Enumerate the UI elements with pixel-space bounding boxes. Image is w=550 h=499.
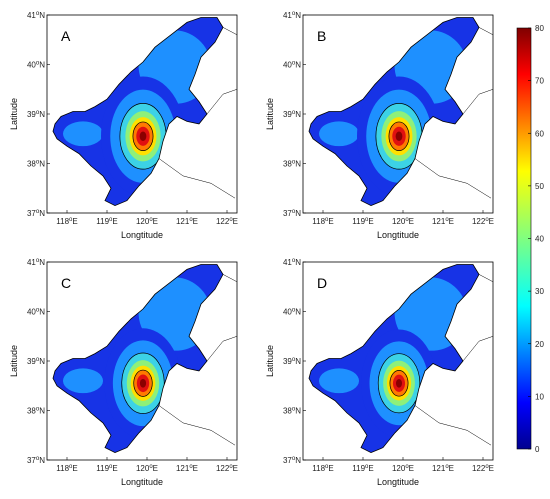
coastline: [52, 264, 224, 454]
field-band: [319, 121, 359, 147]
lon-tick-label: 120oE: [392, 217, 414, 226]
map-panel-c: C 118oE 119oE 120oE 121oE 122oE 37oN 38oN 39oN 40…: [9, 258, 238, 487]
lat-tick-label: 39oN: [27, 110, 45, 119]
lat-tick-label: 40oN: [283, 308, 301, 317]
field-band: [395, 131, 403, 142]
field-band: [319, 368, 359, 394]
lon-tick-label: 122oE: [472, 217, 494, 226]
y-axis-label: Latitude: [9, 345, 19, 377]
lat-tick-label: 39oN: [283, 357, 301, 366]
colorbar-ticks: 0 10 20 30 40 50 60 70 80: [528, 24, 544, 454]
lon-tick-label: 121oE: [432, 217, 454, 226]
land-boundary: [414, 274, 494, 446]
panel-letter: A: [61, 28, 71, 44]
lon-tick-label: 120oE: [136, 464, 158, 473]
colorbar-tick-label: 10: [535, 392, 544, 401]
lon-tick-label: 122oE: [472, 464, 494, 473]
lon-tick-label: 119oE: [352, 464, 373, 473]
colorbar-tick-label: 40: [535, 235, 544, 244]
panel-letter: D: [317, 275, 327, 291]
contour-line: [388, 121, 410, 151]
map-panel-b: B 118oE 119oE 120oE 121oE 122oE 37oN 38oN 39oN 40…: [265, 11, 494, 240]
x-axis-label: Longtitude: [377, 230, 419, 240]
x-axis-label: Longtitude: [121, 230, 163, 240]
lon-tick-label: 120oE: [392, 464, 414, 473]
lon-tick-label: 118oE: [312, 217, 333, 226]
lat-tick-label: 38oN: [283, 160, 301, 169]
colorbar-tick-label: 50: [535, 182, 544, 191]
lon-tick-label: 121oE: [432, 464, 454, 473]
lat-tick-label: 37oN: [27, 456, 45, 465]
lat-tick-label: 38oN: [283, 407, 301, 416]
x-axis-label: Longtitude: [377, 477, 419, 487]
colorbar-tick-label: 0: [535, 445, 540, 454]
lon-tick-label: 118oE: [312, 464, 333, 473]
lon-tick-label: 121oE: [176, 217, 198, 226]
lat-tick-label: 39oN: [27, 357, 45, 366]
lat-tick-label: 38oN: [27, 407, 45, 416]
lon-tick-label: 119oE: [352, 217, 373, 226]
field-band: [63, 121, 103, 147]
field-band: [139, 131, 147, 142]
colorbar-tick-label: 70: [535, 77, 544, 86]
lon-tick-label: 119oE: [96, 217, 117, 226]
lat-tick-label: 37oN: [27, 209, 45, 218]
lat-tick-label: 39oN: [283, 110, 301, 119]
contour-line: [377, 353, 421, 414]
contour-line: [132, 121, 154, 151]
coastline: [308, 264, 480, 454]
field-band: [63, 368, 103, 394]
colorbar-tick-label: 80: [535, 24, 544, 33]
colorbar-tick-label: 60: [535, 129, 544, 138]
lon-tick-label: 118oE: [56, 217, 77, 226]
y-axis-label: Latitude: [265, 98, 275, 130]
lat-tick-label: 41oN: [27, 258, 45, 267]
lat-tick-label: 40oN: [27, 61, 45, 70]
lon-tick-label: 120oE: [136, 217, 158, 226]
panel-letter: B: [317, 28, 326, 44]
lat-tick-label: 40oN: [27, 308, 45, 317]
lon-tick-label: 121oE: [176, 464, 198, 473]
concentration-field: [309, 264, 479, 453]
lon-tick-label: 119oE: [96, 464, 117, 473]
panel-letter: C: [61, 275, 71, 291]
field-band: [139, 378, 147, 388]
coastline: [308, 17, 480, 207]
lat-tick-label: 41oN: [283, 258, 301, 267]
contour-line: [121, 352, 165, 414]
y-axis-label: Latitude: [9, 98, 19, 130]
lon-tick-label: 122oE: [216, 217, 238, 226]
lat-tick-label: 38oN: [27, 160, 45, 169]
colorbar-tick-label: 30: [535, 287, 544, 296]
map-panel-d: D 118oE 119oE 120oE 121oE 122oE 37oN 38oN 39oN 40…: [265, 258, 494, 487]
land-boundary: [158, 27, 238, 199]
x-axis-label: Longtitude: [121, 477, 163, 487]
lat-tick-label: 41oN: [283, 11, 301, 20]
lat-tick-label: 37oN: [283, 209, 301, 218]
coastline: [52, 17, 224, 207]
lat-tick-label: 37oN: [283, 456, 301, 465]
lon-tick-label: 118oE: [56, 464, 77, 473]
lat-tick-label: 41oN: [27, 11, 45, 20]
lon-tick-label: 122oE: [216, 464, 238, 473]
map-panel-a: A 118oE 119oE 120oE 121oE 122oE 37oN 38oN 39oN 40…: [9, 11, 238, 240]
contour-line: [389, 370, 409, 397]
contour-line: [133, 369, 153, 397]
land-boundary: [414, 27, 494, 199]
colorbar-tick-label: 20: [535, 340, 544, 349]
lat-tick-label: 40oN: [283, 61, 301, 70]
y-axis-label: Latitude: [265, 345, 275, 377]
field-band: [395, 378, 403, 388]
land-boundary: [158, 274, 238, 446]
colorbar: 0 10 20 30 40 50 60 70 80: [516, 24, 544, 454]
